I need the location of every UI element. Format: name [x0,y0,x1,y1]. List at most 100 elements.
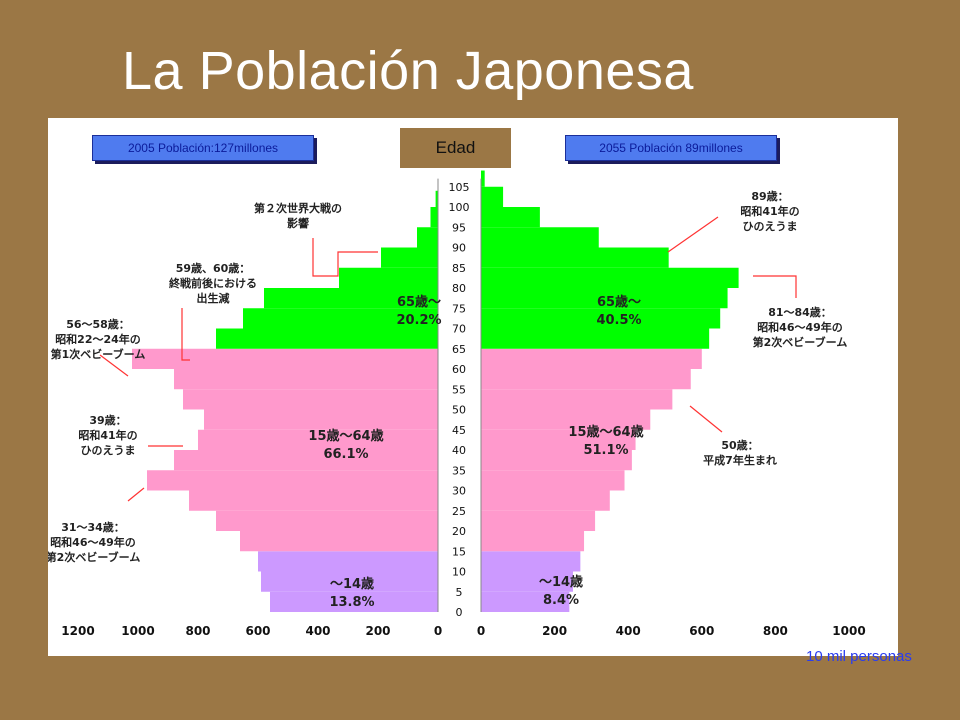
right-group-elderly-label: 65歳～ [597,294,641,310]
age-tick-45: 45 [452,424,466,437]
annotation-2005-1-line-0: 59歳、60歳： [176,261,251,275]
annotation-connector-2 [99,354,129,377]
age-tick-100: 100 [449,201,470,214]
left-group-elderly-label: 65歳～ [397,294,441,310]
left-group-children-label: ～14歳 [330,576,374,592]
bar-2005-75 [264,288,438,309]
right-group-elderly-pct: 40.5% [596,313,641,328]
bar-2055-45 [481,409,651,430]
bar-2055-15 [481,531,585,552]
bar-2005-40 [198,429,438,450]
bar-2055-5 [481,571,573,592]
right-group-children-label: ～14歳 [539,574,583,590]
annotation-2005-3-line-2: ひのえうま [81,444,136,457]
age-tick-60: 60 [452,363,466,376]
annotation-2005-1-line-1: 終戦前後における [169,276,257,290]
bar-2005-65 [216,328,438,349]
bar-2005-85 [381,247,438,268]
age-tick-55: 55 [452,383,466,396]
age-tick-0: 0 [456,606,463,619]
age-tick-90: 90 [452,242,466,255]
annotation-2005-0-line-0: 第２次世界大戦の [254,201,342,215]
annotation-2005-4-line-1: 昭和46～49年の [50,535,136,549]
bar-2005-70 [243,308,438,329]
bar-2005-10 [258,551,438,572]
age-tick-80: 80 [452,282,466,295]
bar-2055-80 [481,267,739,288]
x-tick-2005-0: 0 [434,624,442,638]
x-tick-2005-400: 400 [305,624,330,638]
annotation-connector-5 [667,216,719,253]
right-group-children-pct: 8.4% [543,593,579,608]
bar-2055-55 [481,369,691,390]
age-tick-95: 95 [452,221,466,234]
bar-2005-45 [204,409,438,430]
left-group-working-label: 15歳～64歳 [308,428,383,444]
bar-2055-85 [481,247,669,268]
age-tick-20: 20 [452,525,466,538]
right-group-working-label: 15歳～64歳 [568,424,643,440]
bar-2055-25 [481,490,610,511]
left-group-elderly-pct: 20.2% [396,313,441,328]
age-tick-65: 65 [452,343,466,356]
bar-2005-95 [430,207,438,228]
annotation-2055-1-line-1: 昭和46～49年の [757,320,843,334]
annotation-2005-2-line-0: 56～58歳： [66,317,130,331]
slide-title: La Población Japonesa [122,41,694,101]
bar-2055-60 [481,348,702,369]
bar-2005-35 [174,450,438,471]
x-tick-2005-1000: 1000 [121,624,154,638]
population-pyramid-svg: 0 5 10 15 20 25 30 35 40 45 50 55 60 65 70 75 80 85 90 95 10… [48,170,866,638]
bar-2055-100 [481,186,504,207]
bar-2055-35 [481,450,632,471]
bar-2055-65 [481,328,710,349]
x-tick-2005-200: 200 [365,624,390,638]
bar-2005-20 [216,510,438,531]
bar-2005-80 [339,267,438,288]
bar-2005-50 [183,389,438,410]
x-tick-2055-400: 400 [616,624,641,638]
age-tick-105: 105 [449,181,470,194]
bar-2055-70 [481,308,721,329]
annotation-2005-2-line-1: 昭和22～24年の [55,332,141,346]
bar-2005-100 [435,190,438,207]
bar-2005-15 [240,531,438,552]
bar-2005-30 [147,470,438,491]
bar-2005-55 [174,369,438,390]
bar-2005-60 [132,348,438,369]
annotation-2005-3-line-1: 昭和41年の [78,428,137,442]
annotation-2055-0-line-1: 昭和41年の [740,204,799,218]
bar-2055-75 [481,288,728,309]
age-tick-50: 50 [452,404,466,417]
bar-2055-95 [481,207,540,228]
bar-2005-25 [189,490,438,511]
bar-2055-20 [481,510,596,531]
age-tick-70: 70 [452,323,466,336]
bar-2055-50 [481,389,673,410]
x-tick-2005-800: 800 [185,624,210,638]
annotation-connector-4 [127,487,145,502]
left-group-children-pct: 13.8% [329,595,374,610]
annotation-2005-4-line-0: 31～34歳： [61,520,125,534]
x-tick-2055-800: 800 [763,624,788,638]
annotation-2055-2-line-0: 50歳： [721,438,758,452]
annotation-2005-3-line-0: 39歳： [89,413,126,427]
annotation-2005-4-line-2: 第2次ベビーブーム [48,550,140,564]
age-tick-5: 5 [456,586,463,599]
pyramid-chart-panel: 0 5 10 15 20 25 30 35 40 45 50 55 60 65 70 75 80 85 90 95 10… [48,118,898,656]
bar-2005-90 [417,227,438,248]
annotation-2055-0-line-2: ひのえうま [743,220,798,233]
annotation-connector-7 [689,405,723,433]
x-tick-2005-1200: 1200 [61,624,94,638]
annotation-2005-1-line-2: 出生減 [197,291,230,305]
x-tick-2055-600: 600 [689,624,714,638]
annotation-2005-2-line-2: 第1次ベビーブーム [51,347,146,361]
age-tick-35: 35 [452,464,466,477]
bar-2005-0 [270,591,438,612]
edad-label: Edad [400,128,511,168]
bar-2055-90 [481,227,599,248]
age-tick-25: 25 [452,505,466,518]
age-tick-15: 15 [452,545,466,558]
age-tick-85: 85 [452,262,466,275]
annotation-2055-1-line-2: 第2次ベビーブーム [753,335,848,349]
